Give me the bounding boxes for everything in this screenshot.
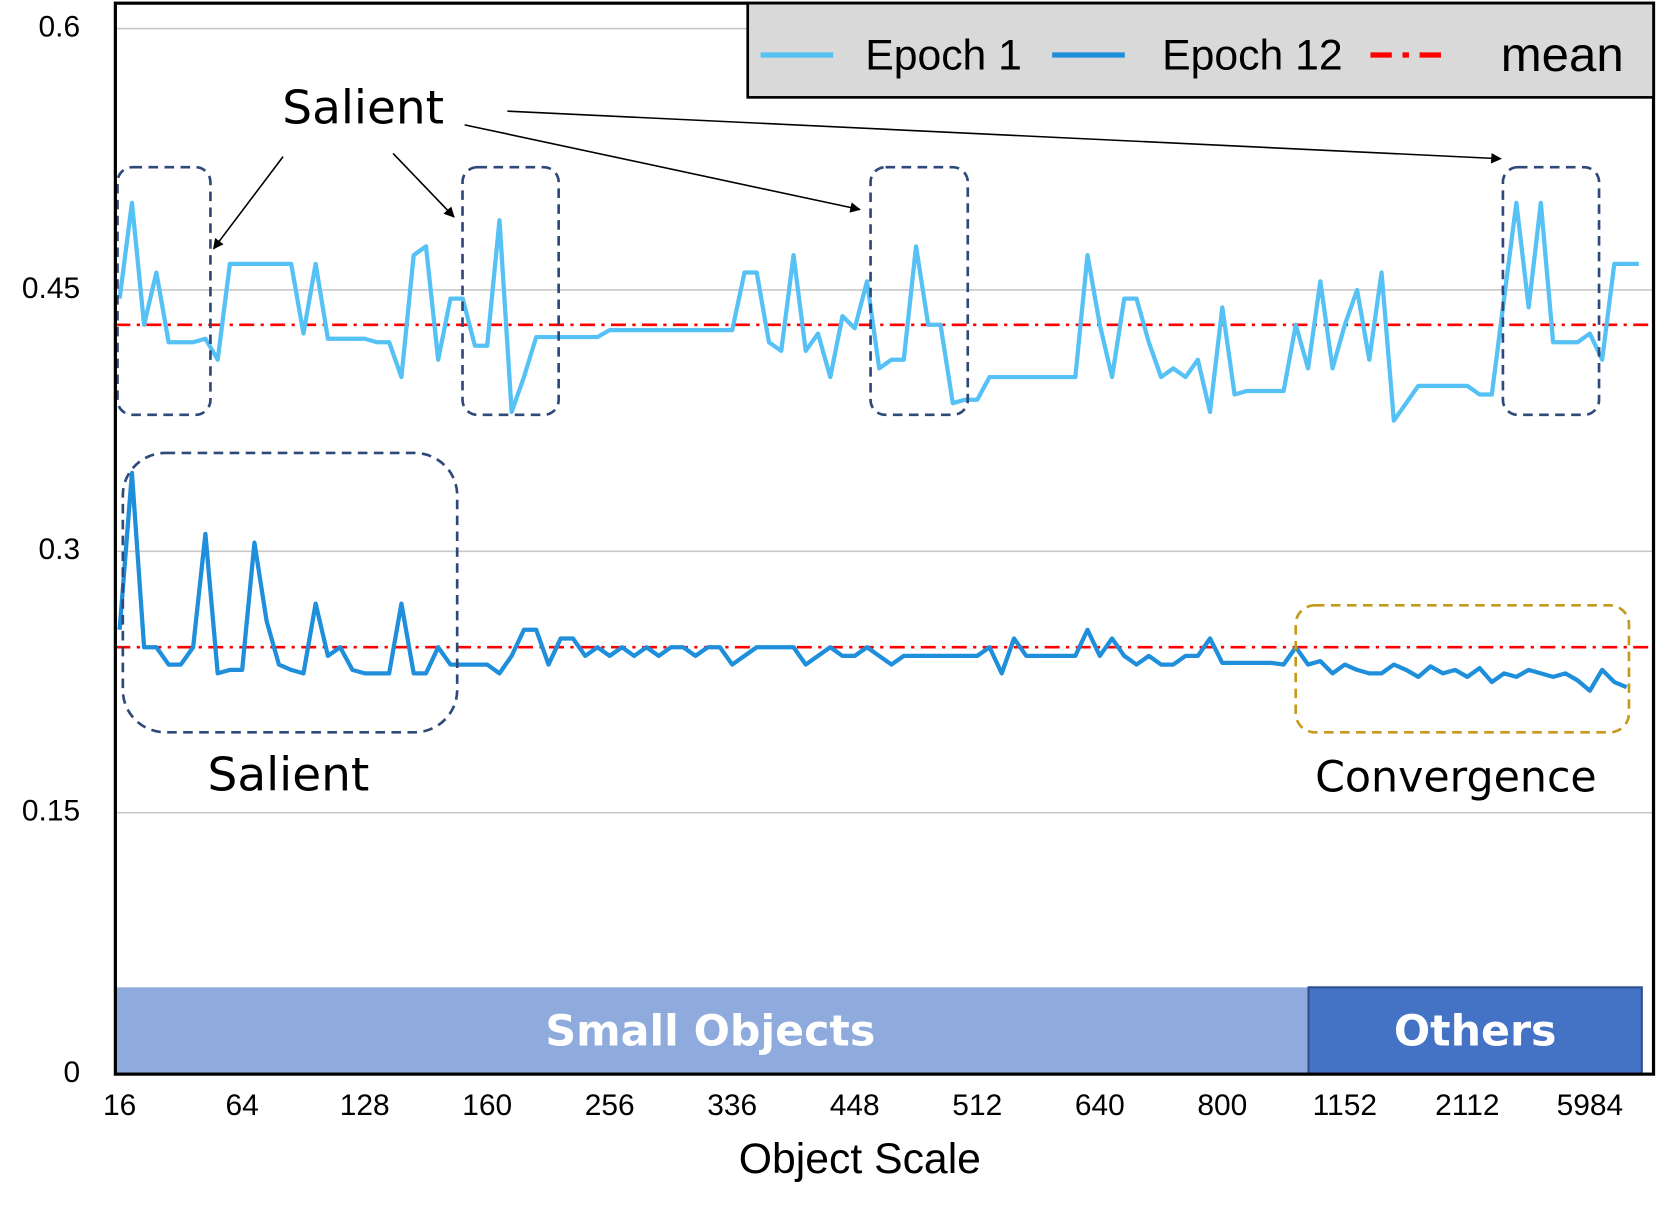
x-tick-label: 448: [830, 1089, 880, 1122]
highlight-boxes: [116, 165, 1631, 734]
plot: [115, 200, 1654, 693]
arrow: [212, 156, 284, 250]
salient-box: [116, 165, 212, 417]
y-tick-label: 0.45: [22, 272, 80, 305]
y-tick-label: 0.15: [22, 795, 80, 828]
x-tick-label: 2112: [1435, 1089, 1499, 1122]
region-label: Small Objects: [545, 1008, 875, 1057]
y-tick-label: 0.3: [39, 533, 81, 566]
others-band: [1307, 986, 1643, 1076]
x-tick-label: 256: [585, 1089, 635, 1122]
legend-label: mean: [1501, 28, 1624, 82]
y-tick-label: 0: [63, 1056, 80, 1089]
series-line: [117, 470, 1628, 693]
annotation: Salient: [282, 82, 444, 136]
arrows: [212, 110, 1502, 250]
convergence-box: [1294, 604, 1631, 734]
small-objects-band: [115, 987, 1309, 1075]
plot-frame: [113, 1, 1656, 1076]
arrow: [507, 110, 1502, 164]
x-tick-label: 160: [462, 1089, 512, 1122]
grid: [115, 27, 1654, 1075]
x-tick-label: 5984: [1557, 1089, 1624, 1122]
arrow: [464, 124, 861, 213]
annotation: Salient: [207, 748, 369, 802]
x-tick-label: 512: [952, 1089, 1002, 1122]
legend: [746, 1, 1655, 99]
x-tick-label: 336: [707, 1089, 757, 1122]
salient-box: [461, 165, 560, 417]
salient-box: [1501, 165, 1601, 417]
x-tick-label: 640: [1075, 1089, 1125, 1122]
x-tick-label: 800: [1197, 1089, 1247, 1122]
x-tick-label: 128: [340, 1089, 390, 1122]
legend-label: Epoch 12: [1162, 33, 1342, 80]
series-line: [117, 200, 1639, 423]
x-tick-label: 64: [226, 1089, 259, 1122]
annotation: Convergence: [1315, 754, 1597, 803]
salient-box: [869, 165, 970, 417]
salient-box: [121, 451, 459, 734]
legend-label: Epoch 1: [865, 33, 1022, 80]
arrow: [392, 152, 455, 218]
x-tick-label: 16: [103, 1089, 136, 1122]
x-axis-title: Object Scale: [739, 1136, 981, 1183]
region-label: Others: [1394, 1008, 1557, 1057]
legend-items: Epoch 1 Epoch 12 mean: [760, 28, 1624, 82]
y-tick-label: 0.6: [39, 11, 81, 44]
x-tick-label: 1152: [1313, 1089, 1377, 1122]
